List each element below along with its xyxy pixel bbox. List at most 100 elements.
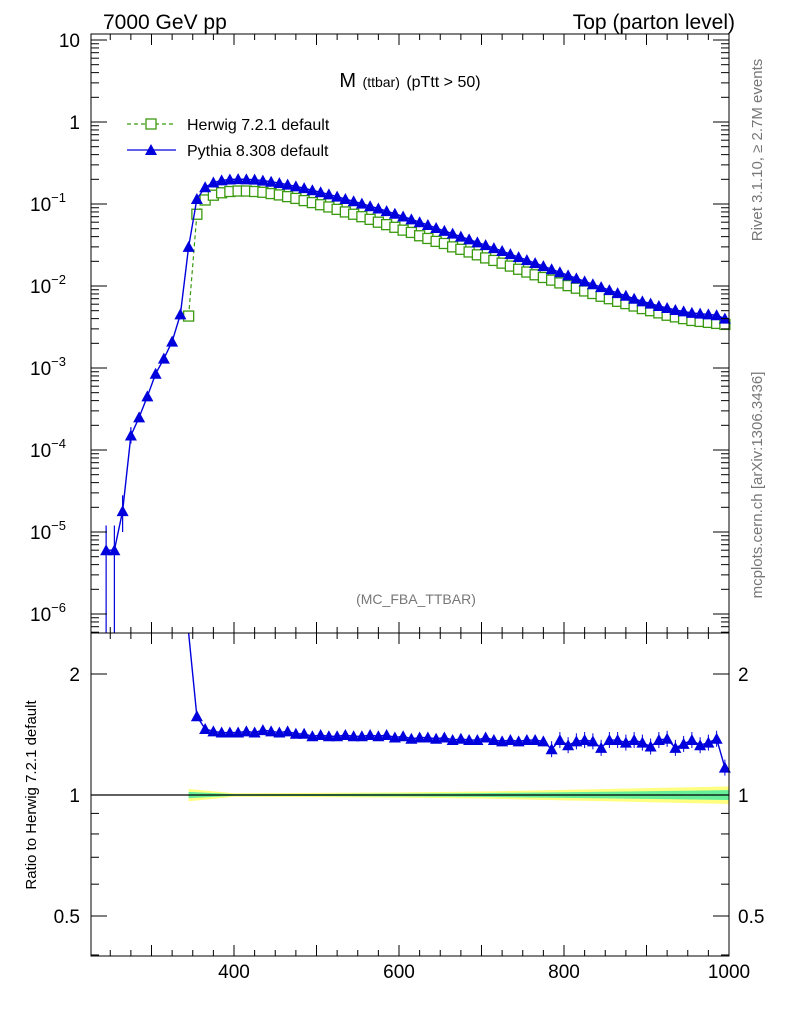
pythia-point: [652, 300, 665, 312]
ratio-pythia-point: [322, 730, 335, 742]
pythia-point: [669, 303, 682, 315]
pythia-point: [702, 308, 715, 320]
ratio-pythia-point: [281, 725, 294, 737]
pythia-point: [636, 295, 649, 307]
ratio-pythia-point: [529, 734, 542, 746]
ratio-pythia-point: [223, 726, 236, 738]
ratio-pythia-point: [306, 730, 319, 742]
legend-pythia-label: Pythia 8.308 default: [187, 143, 329, 160]
main-panel: 10−6 10−5 10−4 10−3 10−2 10−1 1 10 M (ttbar) (p…: [30, 31, 731, 634]
ratio-pythia-point: [355, 730, 368, 742]
pythia-point: [710, 309, 723, 321]
ratio-pythia-point: [331, 730, 344, 742]
pythia-point: [529, 257, 542, 269]
ratio-pythia-point: [190, 710, 203, 722]
pythia-point: [322, 188, 335, 200]
ratio-pythia-point: [372, 730, 385, 742]
x-tick-label: 600: [383, 962, 415, 983]
pythia-point: [182, 240, 195, 252]
ratio-pythia-point: [545, 743, 558, 755]
pythia-point: [273, 177, 286, 189]
ratio-y-tick-label: 1: [69, 786, 80, 807]
pythia-point: [520, 254, 533, 266]
ratio-pythia-point: [603, 734, 616, 746]
ratio-y-tick-label-right: 1: [738, 786, 749, 807]
pythia-point: [487, 242, 500, 254]
legend-pythia-marker: [145, 144, 157, 155]
ratio-pythia-point: [702, 736, 715, 748]
pythia-point: [446, 227, 459, 239]
ratio-pythia-point: [421, 731, 434, 743]
ratio-pythia-point: [562, 739, 575, 751]
ratio-pythia-point: [512, 735, 525, 747]
ratio-pythia-point: [273, 726, 286, 738]
pythia-point: [644, 297, 657, 309]
ratio-pythia-point: [553, 734, 566, 746]
pythia-point: [133, 411, 146, 423]
rivet-label: Rivet 3.1.10, ≥ 2.7M events: [749, 59, 766, 242]
y-tick-label: 1: [69, 113, 80, 134]
ratio-pythia-point: [430, 732, 443, 744]
ratio-pythia-point: [463, 734, 476, 746]
pythia-point: [265, 175, 278, 187]
ratio-pythia-point: [628, 734, 641, 746]
pythia-point: [438, 224, 451, 236]
y-tick-label: 10−6: [30, 600, 66, 626]
pythia-point: [611, 287, 624, 299]
pythia-point: [677, 305, 690, 317]
ratio-pythia-point: [388, 731, 401, 743]
ratio-pythia-point: [314, 729, 327, 741]
pythia-point: [174, 308, 187, 320]
pythia-point: [628, 292, 641, 304]
ratio-pythia-point: [347, 730, 360, 742]
pythia-point: [479, 239, 492, 251]
pythia-point: [141, 390, 154, 402]
ratio-y-tick-label: 2: [69, 665, 80, 686]
pythia-point: [215, 174, 228, 186]
pythia-point: [504, 248, 517, 260]
herwig-point: [191, 208, 203, 220]
pythia-point: [405, 213, 418, 225]
pythia-point: [603, 284, 616, 296]
ratio-pythia-point: [644, 740, 657, 752]
ratio-pythia-point: [661, 732, 674, 744]
ratio-pythia-point: [438, 731, 451, 743]
ratio-pythia-point: [454, 732, 467, 744]
pythia-point: [619, 289, 632, 301]
ratio-pythia-point: [537, 735, 550, 747]
ratio-pythia-point: [298, 727, 311, 739]
header-right: Top (parton level): [573, 11, 735, 34]
pythia-point: [570, 272, 583, 284]
ratio-y-tick-label-right: 0.5: [738, 907, 764, 928]
ratio-pythia-point: [578, 734, 591, 746]
pythia-point: [314, 186, 327, 198]
pythia-point: [256, 174, 269, 186]
ratio-pythia-point: [339, 729, 352, 741]
ratio-panel: 0.5 0.5 1 1 2 2 Ratio to Herwig 7.2.1 default: [23, 632, 764, 957]
pythia-point: [430, 221, 443, 233]
pythia-point: [397, 210, 410, 222]
ratio-pythia-point: [207, 725, 220, 737]
y-tick-label: 10−2: [30, 272, 66, 298]
pythia-point: [281, 178, 294, 190]
x-tick-label: 800: [548, 962, 580, 983]
pythia-point: [537, 260, 550, 272]
pythia-point: [190, 193, 203, 205]
ratio-pythia-point: [232, 726, 245, 738]
legend: Herwig 7.2.1 default Pythia 8.308 defaul…: [127, 117, 330, 160]
pythia-point: [347, 195, 360, 207]
pythia-point: [223, 173, 236, 185]
ratio-pythia-point: [256, 724, 269, 736]
mcplots-label: mcplots.cern.ch [arXiv:1306.3436]: [749, 372, 766, 599]
ratio-y-tick-label: 0.5: [54, 907, 80, 928]
pythia-point: [166, 335, 179, 347]
ratio-pythia-point: [520, 734, 533, 746]
pythia-point: [512, 251, 525, 263]
ratio-pythia-point: [413, 731, 426, 743]
pythia-point: [661, 301, 674, 313]
ratio-pythia-point: [397, 730, 410, 742]
ratio-pythia-point: [669, 741, 682, 753]
y-tick-label: 10−5: [30, 518, 66, 544]
ratio-pythia-point: [636, 736, 649, 748]
